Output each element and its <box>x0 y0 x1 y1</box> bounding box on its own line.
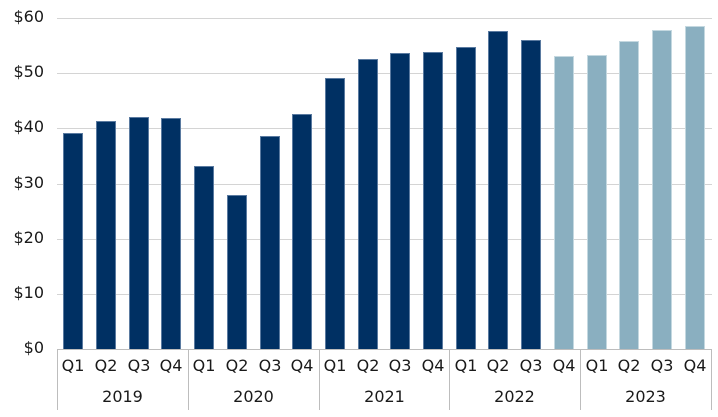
quarter-label: Q4 <box>159 356 183 375</box>
quarter-label: Q2 <box>94 356 118 375</box>
quarter-label: Q2 <box>486 356 510 375</box>
bar-2022-q1 <box>456 47 476 349</box>
quarter-label: Q1 <box>454 356 478 375</box>
quarter-label: Q1 <box>585 356 609 375</box>
y-tick-label: $0 <box>23 338 44 357</box>
quarter-label: Q4 <box>290 356 314 375</box>
bar-2021-q2 <box>358 59 378 349</box>
quarter-label: Q1 <box>192 356 216 375</box>
year-label: 2020 <box>233 387 274 406</box>
year-label: 2023 <box>625 387 666 406</box>
bar-2021-q1 <box>325 78 345 349</box>
bar-2022-q2 <box>488 31 508 349</box>
x-axis-baseline <box>57 349 711 350</box>
y-tick-label: $10 <box>13 282 44 302</box>
gridline <box>57 239 712 240</box>
bar-2023-q4 <box>685 26 705 349</box>
group-separator <box>580 349 581 410</box>
group-separator <box>188 349 189 410</box>
quarter-label: Q3 <box>127 356 151 375</box>
gridline <box>57 294 712 295</box>
y-tick-label: $20 <box>13 227 44 247</box>
quarter-label: Q4 <box>421 356 445 375</box>
quarter-label: Q3 <box>258 356 282 375</box>
y-tick-label: $30 <box>13 172 44 192</box>
bar-2019-q3 <box>129 117 149 349</box>
bar-2023-q2 <box>619 41 639 349</box>
quarter-label: Q3 <box>650 356 674 375</box>
bar-2020-q4 <box>292 114 312 349</box>
gridline <box>57 18 712 19</box>
quarter-label: Q2 <box>225 356 249 375</box>
gridline <box>57 73 712 74</box>
year-label: 2019 <box>102 387 143 406</box>
bar-2020-q2 <box>227 195 247 349</box>
y-tick-label: $40 <box>13 117 44 137</box>
quarter-label: Q2 <box>617 356 641 375</box>
y-tick-label: $50 <box>13 62 44 82</box>
quarter-label: Q3 <box>388 356 412 375</box>
gridline <box>57 184 712 185</box>
group-separator <box>57 349 58 410</box>
bar-2023-q1 <box>587 55 607 349</box>
gridline <box>57 128 712 129</box>
bar-2019-q4 <box>161 118 181 349</box>
group-separator <box>319 349 320 410</box>
bar-2022-q4 <box>554 56 574 349</box>
bar-2019-q2 <box>96 121 116 349</box>
quarter-label: Q2 <box>356 356 380 375</box>
year-label: 2022 <box>494 387 535 406</box>
quarter-label: Q1 <box>61 356 85 375</box>
bar-2022-q3 <box>521 40 541 349</box>
year-label: 2021 <box>364 387 405 406</box>
quarter-label: Q4 <box>683 356 707 375</box>
quarter-label: Q3 <box>519 356 543 375</box>
group-separator <box>449 349 450 410</box>
bar-2019-q1 <box>63 133 83 349</box>
y-tick-label: $60 <box>13 7 44 26</box>
bar-2021-q4 <box>423 52 443 349</box>
group-separator <box>711 349 712 410</box>
bar-2023-q3 <box>652 30 672 349</box>
quarter-label: Q1 <box>323 356 347 375</box>
quarter-label: Q4 <box>552 356 576 375</box>
bar-2020-q1 <box>194 166 214 349</box>
bar-2020-q3 <box>260 136 280 349</box>
bar-2021-q3 <box>390 53 410 349</box>
